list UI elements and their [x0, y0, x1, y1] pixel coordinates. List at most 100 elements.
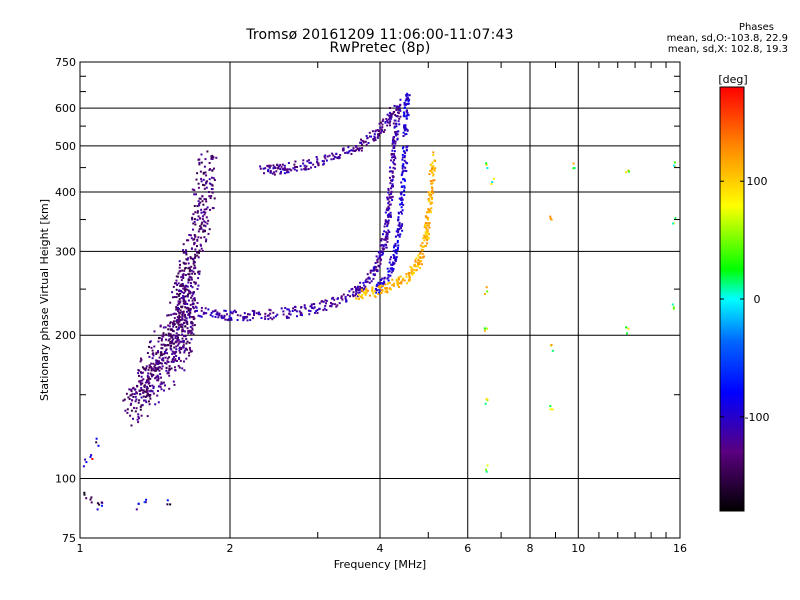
data-point — [148, 345, 150, 348]
data-point — [354, 150, 356, 152]
data-point — [673, 164, 676, 167]
data-point — [183, 267, 186, 270]
data-point — [182, 346, 185, 349]
data-point — [276, 313, 279, 316]
data-point — [386, 237, 389, 240]
data-point — [203, 224, 205, 227]
data-point — [124, 409, 127, 412]
data-point — [350, 288, 353, 291]
data-point — [485, 286, 488, 289]
data-point — [383, 282, 386, 285]
data-point — [375, 268, 378, 271]
data-point — [267, 314, 270, 317]
data-point — [415, 257, 418, 260]
data-point — [146, 352, 149, 354]
data-point — [404, 106, 406, 109]
data-point — [179, 285, 182, 287]
data-point — [134, 400, 137, 403]
data-point — [127, 396, 130, 399]
data-point — [180, 347, 182, 349]
data-point — [486, 327, 489, 330]
data-point — [151, 374, 154, 377]
data-point — [174, 335, 177, 338]
data-point — [242, 319, 245, 322]
data-point — [372, 277, 375, 280]
data-point — [365, 287, 368, 290]
data-point — [280, 165, 283, 168]
data-point — [142, 378, 145, 381]
plot-frame — [79, 61, 681, 539]
data-point — [371, 290, 374, 292]
data-point — [359, 147, 361, 150]
data-point — [160, 339, 163, 342]
data-point — [309, 161, 312, 164]
data-point — [389, 124, 391, 127]
data-point — [381, 289, 384, 292]
data-point — [366, 280, 369, 283]
data-point — [177, 302, 180, 305]
data-point — [141, 404, 144, 407]
data-point — [307, 309, 310, 312]
data-point — [174, 369, 177, 371]
y-tick-label: 750 — [55, 56, 76, 69]
data-point — [403, 178, 406, 181]
data-point — [427, 208, 430, 211]
data-point — [389, 120, 392, 123]
data-point — [164, 356, 167, 359]
data-point — [155, 376, 158, 379]
data-point — [361, 147, 364, 150]
data-point — [202, 211, 205, 213]
data-point — [189, 309, 192, 312]
data-point — [173, 317, 176, 320]
data-point — [184, 313, 186, 316]
data-point — [218, 312, 221, 315]
data-point — [189, 234, 192, 237]
data-point — [674, 217, 677, 220]
data-point — [193, 297, 196, 300]
data-point — [301, 314, 303, 317]
data-point — [303, 304, 306, 307]
data-point — [325, 302, 327, 305]
data-point — [140, 372, 143, 375]
data-point — [167, 339, 170, 342]
data-point — [403, 113, 406, 115]
data-point — [388, 111, 391, 114]
data-point — [193, 264, 196, 267]
data-point — [423, 239, 426, 242]
data-point — [388, 121, 391, 124]
data-point — [139, 393, 142, 396]
data-point — [397, 216, 400, 219]
data-point — [210, 188, 213, 191]
data-point — [363, 291, 366, 294]
data-point — [404, 161, 407, 164]
data-point — [146, 389, 149, 392]
data-point — [196, 238, 199, 241]
data-point — [170, 360, 173, 363]
data-point — [200, 227, 203, 230]
data-point — [330, 158, 333, 161]
data-point — [429, 170, 432, 172]
data-point — [192, 213, 195, 216]
data-point — [393, 119, 396, 122]
data-point — [180, 325, 183, 328]
data-point — [379, 250, 382, 253]
data-point — [222, 316, 225, 319]
data-point — [189, 291, 192, 294]
data-point — [202, 312, 205, 315]
data-point — [389, 193, 392, 195]
data-point — [184, 300, 187, 303]
data-point — [274, 315, 277, 318]
data-point — [304, 307, 307, 310]
data-point — [404, 169, 407, 172]
data-point — [165, 369, 168, 372]
data-point — [199, 225, 202, 228]
data-point — [187, 332, 190, 335]
data-point — [175, 313, 178, 316]
data-point — [625, 171, 628, 174]
data-point — [364, 140, 367, 143]
data-point — [316, 161, 319, 164]
data-point — [172, 296, 174, 299]
data-point — [174, 341, 177, 344]
data-point — [148, 403, 151, 406]
data-point — [235, 311, 237, 314]
